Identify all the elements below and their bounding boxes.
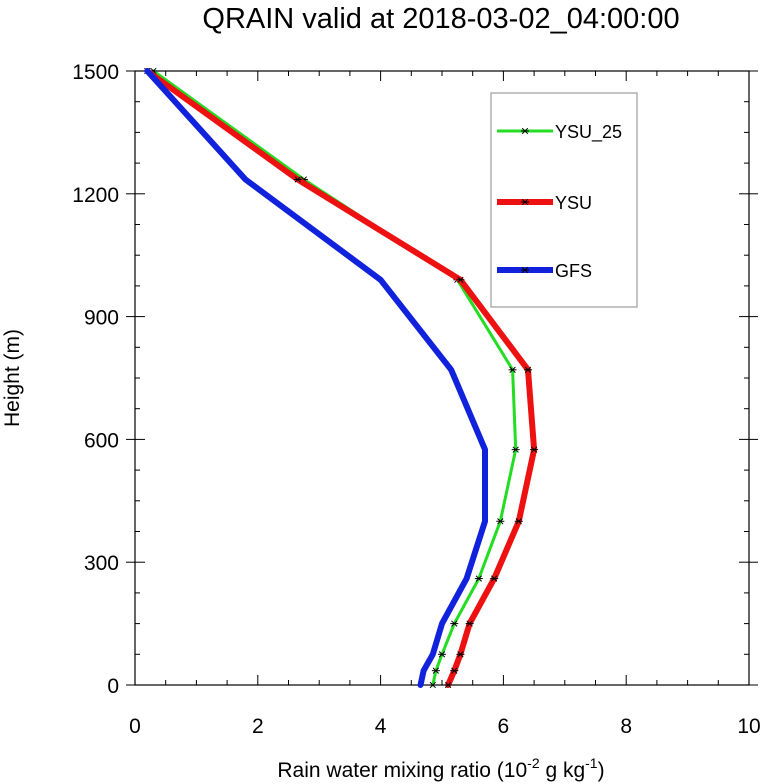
y-tick-label: 300 (84, 552, 119, 575)
marker-stroke (457, 651, 464, 658)
data-point-marker (496, 518, 505, 525)
data-point-marker (490, 575, 499, 582)
x-tick-label: 8 (620, 715, 632, 738)
marker-stroke (451, 620, 458, 627)
marker-stroke (466, 620, 473, 627)
x-tick-label: 10 (737, 715, 760, 738)
marker-stroke (509, 366, 516, 373)
marker-stroke (451, 667, 458, 674)
series-line (144, 68, 488, 688)
marker-stroke (515, 518, 522, 525)
marker-stroke (444, 681, 452, 689)
series-ysu (143, 67, 539, 689)
data-point-marker (465, 620, 474, 627)
data-point-marker (293, 176, 302, 183)
marker-stroke (491, 575, 498, 582)
axis-ticks (126, 70, 758, 686)
legend-entry-ysu-25: YSU_25 (497, 122, 622, 143)
series-ysu-25 (149, 67, 520, 689)
y-tick-label: 900 (84, 307, 119, 330)
data-point-marker (511, 446, 520, 453)
data-point-marker (523, 366, 532, 373)
data-point-marker (521, 127, 529, 135)
marker-stroke (497, 518, 504, 525)
legend: YSU_25 YSU GFS (490, 92, 638, 308)
x-tick-label: 4 (375, 715, 387, 738)
data-point-marker (431, 667, 440, 674)
y-axis-label: Height (m) (1, 329, 24, 427)
x-tick-labels: 0 2 4 6 8 10 (129, 715, 761, 738)
chart-title: QRAIN valid at 2018-03-02_04:00:00 (202, 3, 679, 35)
marker-stroke (438, 651, 446, 658)
data-point-marker (508, 366, 517, 373)
legend-label: YSU_25 (555, 122, 622, 143)
marker-stroke (512, 446, 519, 453)
series-gfs (144, 68, 488, 688)
data-point-marker (444, 681, 453, 689)
marker-stroke (429, 681, 436, 689)
y-tick-label: 600 (84, 429, 119, 452)
legend-label: YSU (555, 193, 592, 213)
marker-stroke (294, 176, 301, 183)
y-tick-labels: 0 300 600 900 1200 1500 (72, 61, 119, 698)
marker-stroke (457, 276, 464, 283)
marker-stroke (432, 667, 440, 674)
data-point-marker (514, 518, 523, 525)
data-point-marker (530, 446, 539, 453)
plot-area (126, 67, 758, 689)
marker-stroke (521, 198, 529, 206)
marker-stroke (521, 127, 529, 135)
x-axis-label-main: Rain water mixing ratio (10 (277, 759, 527, 782)
x-axis-label-exponent-1: -2 (527, 755, 540, 771)
data-point-marker (456, 276, 465, 283)
y-tick-label: 1200 (72, 184, 119, 207)
data-point-marker (438, 651, 446, 658)
x-axis-label-unit: g kg (540, 759, 586, 782)
series-layer (143, 67, 539, 689)
series-line (144, 68, 538, 688)
x-tick-label: 6 (498, 715, 510, 738)
marker-stroke (524, 366, 532, 373)
data-point-marker (456, 651, 465, 658)
legend-entry-gfs: GFS (497, 261, 592, 281)
y-tick-label: 1500 (72, 61, 119, 84)
legend-entry-ysu: YSU (497, 193, 592, 213)
x-tick-label: 0 (129, 715, 141, 738)
data-point-marker (521, 266, 529, 274)
data-point-marker (474, 575, 483, 582)
x-axis-label-close: ) (598, 759, 605, 782)
data-point-marker (450, 620, 459, 627)
data-point-marker (450, 667, 459, 674)
x-tick-label: 2 (252, 715, 264, 738)
data-point-marker (428, 681, 437, 689)
marker-stroke (475, 575, 482, 582)
x-axis-label: Rain water mixing ratio (10-2 g kg-1) (277, 755, 604, 782)
legend-label: GFS (555, 261, 592, 281)
x-axis-label-exponent-2: -1 (585, 755, 598, 771)
data-point-marker (521, 198, 529, 206)
marker-stroke (521, 266, 529, 274)
y-tick-label: 0 (107, 675, 119, 698)
marker-stroke (530, 446, 538, 453)
